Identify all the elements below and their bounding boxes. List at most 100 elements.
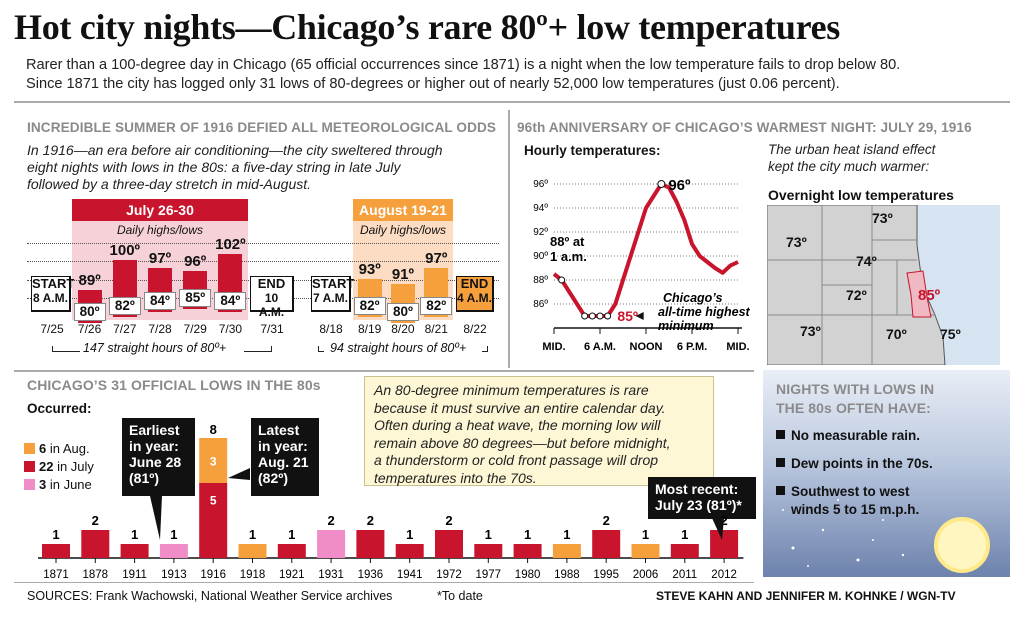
daily-high-label: 102º [215, 236, 246, 253]
year-label: 1918 [240, 569, 266, 581]
year-bar [710, 530, 739, 558]
aug-start-label: START [312, 276, 355, 291]
aug-end-label: END [460, 276, 489, 291]
legend-item: 22 in July [24, 459, 94, 474]
aug-bracket-right [482, 346, 488, 352]
bullet-wind-text-1: Southwest to west [791, 484, 910, 499]
july-end-date: 7/31 [260, 322, 284, 336]
x-tick-label: 6 A.M. [584, 341, 616, 353]
low-marker [604, 312, 612, 320]
bar-count-label: 1 [563, 527, 570, 542]
aug-bracket-left [318, 346, 324, 352]
y-tick-label: 92º [533, 227, 548, 238]
daily-low-label: 85º [179, 289, 212, 307]
summer1916-text-1: In 1916—an era before air conditioning—t… [27, 142, 443, 158]
year-label: 1878 [83, 569, 109, 581]
daily-low-label: 80º [73, 302, 106, 321]
start-annotation-2: 1 a.m. [550, 249, 587, 264]
july-end-time: 10 A.M. [258, 291, 285, 319]
aug-bars: 93º 82º 91º 80º 97º 82º [353, 220, 453, 323]
daily-high-label: 100º [109, 241, 141, 259]
daily-low-label: 84º [144, 291, 176, 310]
recent-pointer [712, 518, 724, 540]
start-annotation: 88º at [550, 234, 585, 249]
bar-count-label: 2 [720, 513, 727, 528]
low-marker [581, 312, 589, 320]
bar-count-label: 1 [642, 527, 649, 542]
year-bar [238, 544, 267, 558]
bar-count-label: 2 [367, 513, 374, 528]
y-tick-label: 88º [533, 275, 548, 286]
hourly-chart: 86º 88º 90º 92º 94º 96º MID. 6 A.M. NOON 6 P.M. MI… [533, 177, 751, 353]
july-start-label: START [32, 276, 75, 291]
aug-start-time: 7 A.M. [313, 291, 348, 305]
bar-1916-july [199, 483, 228, 558]
x-tick-label: NOON [630, 341, 663, 353]
bar-count-label: 1 [485, 527, 492, 542]
bar-count-label: 1 [52, 527, 59, 542]
daily-low-label: 84º [214, 291, 247, 310]
earliest-callout: Earliest in year: June 28 (81º) [122, 418, 195, 496]
year-bar [356, 530, 385, 558]
date-label: 7/26 [77, 322, 102, 336]
aug-banner: August 19-21 [353, 199, 453, 221]
legend-item: 3 in June [24, 477, 92, 492]
note-line-6: temperatures into the 70s. [374, 469, 537, 486]
map-temp-8: 75º [940, 326, 961, 342]
explanation-note: An 80-degree minimum temperatures is rar… [364, 376, 714, 486]
year-bar [513, 544, 542, 558]
bar-count-label: 1 [131, 527, 138, 542]
note-line-2: because it must survive an entire calend… [374, 399, 666, 416]
date-axis: 7/26 7/27 7/28 7/29 7/30 8/19 8/20 8/21 [0, 316, 510, 336]
year-label: 1980 [515, 569, 541, 581]
heat-text-1: The urban heat island effect [768, 142, 936, 157]
latest-callout: Latest in year: Aug. 21 (82º) [251, 418, 319, 496]
legend: 6 in Aug. 22 in July 3 in June [24, 441, 134, 497]
year-bar [120, 544, 149, 558]
daily-low-label: 82º [420, 297, 453, 316]
bullet-dew: Dew points in the 70s. [776, 456, 933, 471]
legend-label: in July [57, 459, 94, 474]
july-end-label: END [257, 276, 286, 291]
latest-pointer [228, 468, 250, 480]
daily-high-label: 96º [184, 252, 207, 270]
year-bar [435, 530, 463, 558]
bar-count-label: 1 [170, 527, 177, 542]
year-bar [474, 544, 503, 558]
intro-line-1: Rarer than a 100-degree day in Chicago (… [26, 57, 901, 73]
low-annotation: 85º [617, 308, 638, 324]
year-bar [670, 544, 699, 558]
bar-count-label: 1 [406, 527, 413, 542]
july-bracket-right [244, 346, 272, 352]
latest-line-2: in year: [258, 438, 308, 454]
year-label: 1977 [476, 569, 502, 581]
x-tick-label: MID. [726, 341, 749, 353]
year-bar [317, 530, 346, 558]
year-label: 1941 [397, 569, 423, 581]
july-bars: 89º 80º 100º 82º 97º 84º 96º 85º 102º 84º [72, 220, 248, 323]
legend-count: 6 [39, 441, 50, 456]
record-annotation-3: minimum [658, 319, 714, 333]
record-annotation-2: all-time highest [658, 305, 751, 319]
x-tick-label: MID. [542, 341, 565, 353]
legend-item: 6 in Aug. [24, 441, 90, 456]
legend-count: 22 [39, 459, 58, 474]
earliest-line-4: (81º) [129, 470, 160, 486]
map-temp-6: 73º [800, 323, 821, 339]
july-daily-label: Daily highs/lows [116, 223, 204, 237]
map-temp-2: 73º [786, 234, 807, 250]
year-bar [592, 530, 621, 558]
daily-low-label: 82º [108, 297, 141, 316]
peak-annotation: 96º [668, 177, 691, 194]
credit: STEVE KAHN AND JENNIFER M. KOHNKE / WGN-… [656, 589, 956, 603]
map-title: Overnight low temperatures [768, 187, 954, 203]
july-start-time: 8 A.M. [33, 291, 68, 305]
aug-end-date: 8/22 [463, 322, 487, 336]
chicago-map [767, 205, 1000, 365]
july-banner: July 26-30 [72, 199, 248, 221]
note-line-3: Often during a heat wave, the morning lo… [374, 417, 661, 433]
occurred-label: Occurred: [27, 401, 92, 416]
year-bar [395, 544, 424, 558]
county-lines [767, 205, 935, 365]
year-label: 1931 [318, 569, 344, 581]
